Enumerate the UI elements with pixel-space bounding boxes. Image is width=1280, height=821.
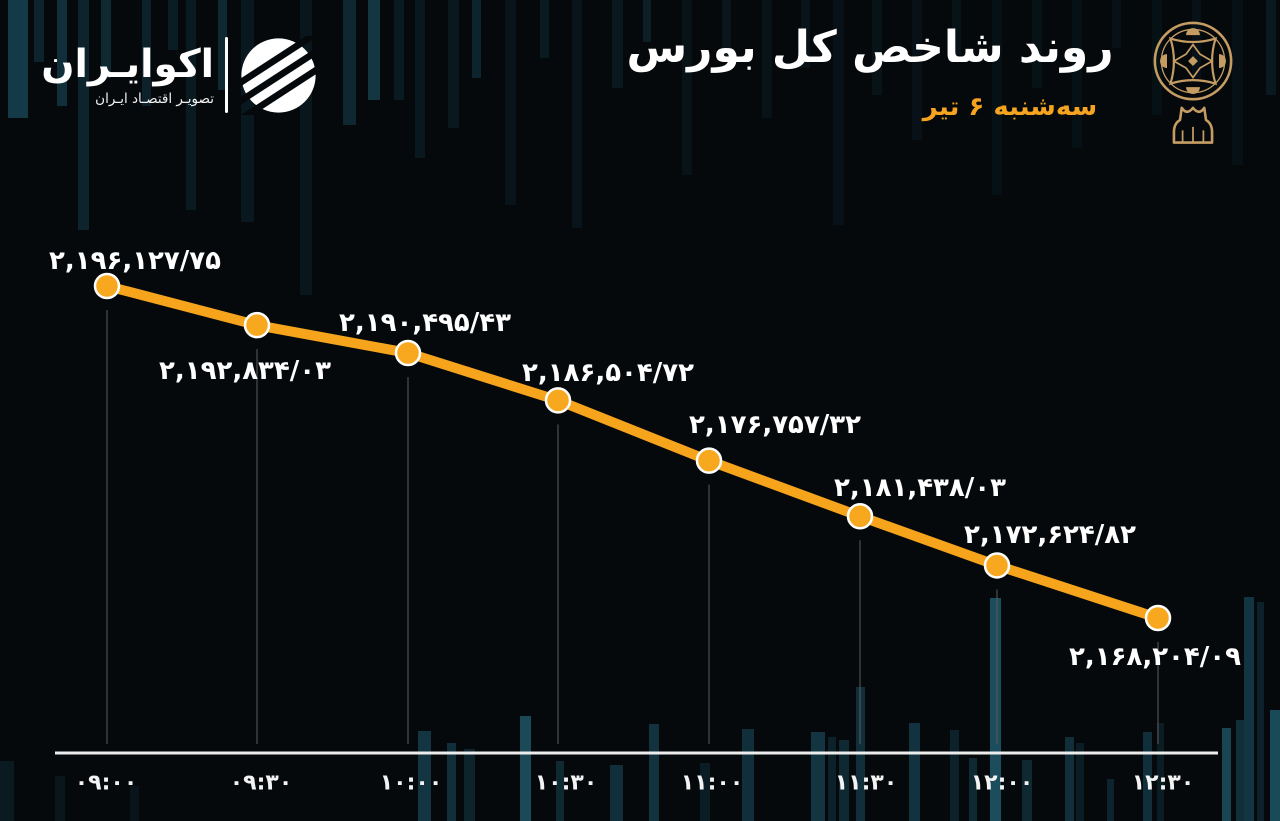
bg-bar — [1032, 0, 1042, 88]
bg-bar — [682, 0, 692, 175]
bg-bar — [801, 0, 810, 68]
bg-bar — [1270, 710, 1280, 821]
bg-bar — [839, 740, 849, 821]
data-point — [695, 447, 723, 474]
data-point — [243, 311, 271, 339]
bg-bar — [0, 761, 14, 821]
bg-bar — [368, 0, 380, 100]
bg-bar — [1236, 720, 1244, 821]
bg-bar — [1143, 732, 1152, 821]
data-point-label: ۲,۱۸۶,۵۰۴/۷۲ — [521, 358, 695, 389]
bg-bar — [912, 0, 922, 140]
bg-bar — [1076, 743, 1084, 821]
bg-bar — [57, 0, 67, 106]
bg-bar — [1157, 723, 1164, 821]
data-point — [983, 552, 1011, 579]
bg-bar — [909, 723, 920, 821]
bg-bar — [610, 765, 623, 821]
bg-bar — [833, 0, 844, 225]
data-point-label: ۲,۱۹۶,۱۲۷/۷۵ — [48, 246, 222, 276]
bg-bar — [872, 0, 882, 95]
bg-bar — [1107, 779, 1114, 821]
bg-bar — [612, 0, 623, 88]
bg-bar — [643, 0, 651, 42]
bg-bar — [343, 0, 356, 125]
bg-bar — [1222, 728, 1231, 821]
x-tick-label: ۰۹:۳۰ — [229, 770, 293, 796]
bg-bar — [1072, 0, 1082, 148]
bg-bar — [762, 0, 772, 118]
bg-bar — [394, 0, 404, 100]
x-tick-label: ۱۱:۳۰ — [834, 770, 898, 796]
bg-bar — [415, 0, 425, 158]
bg-bar — [472, 0, 481, 78]
data-point — [394, 339, 422, 367]
bg-bar — [78, 0, 89, 230]
bg-bar — [722, 0, 731, 58]
bg-bar — [950, 730, 959, 821]
bg-bar — [130, 786, 139, 821]
bg-bar — [1065, 737, 1074, 821]
bg-bar — [992, 0, 1002, 195]
x-tick-label: ۱۱:۰۰ — [680, 770, 744, 796]
bg-bar — [990, 598, 1001, 821]
bg-bar — [1022, 760, 1032, 821]
bg-bar — [556, 761, 564, 821]
bg-bar — [505, 0, 516, 205]
data-point-label: ۲,۱۷۶,۷۵۷/۳۲ — [688, 409, 862, 440]
data-point-label: ۲,۱۹۰,۴۹۵/۴۳ — [338, 307, 512, 338]
bg-bar — [1266, 0, 1276, 95]
bg-bar — [952, 0, 961, 55]
data-point-label: ۲,۱۸۱,۴۳۸/۰۳ — [833, 473, 1007, 504]
x-tick-label: ۱۲:۳۰ — [1131, 770, 1195, 796]
x-tick-label: ۱۰:۰۰ — [379, 770, 443, 796]
x-tick-label: ۰۹:۰۰ — [74, 770, 138, 796]
bg-bar — [34, 0, 44, 62]
bg-bar — [218, 0, 227, 90]
bg-bar — [969, 758, 977, 821]
bg-bar — [101, 0, 111, 78]
bg-bar — [1112, 0, 1121, 48]
bg-bar — [572, 0, 582, 228]
data-point-label: ۲,۱۷۲,۶۲۴/۸۲ — [963, 520, 1137, 551]
data-point — [1144, 604, 1172, 632]
bg-bar — [649, 724, 659, 821]
bg-bar — [186, 0, 196, 210]
data-point — [93, 272, 121, 300]
bg-bar — [142, 0, 151, 106]
x-tick-label: ۱۲:۰۰ — [970, 770, 1034, 796]
bg-bar — [8, 0, 28, 118]
bg-bar — [55, 776, 65, 821]
bg-bar — [540, 0, 549, 58]
data-point-label: ۲,۱۹۲,۸۳۴/۰۳ — [158, 356, 332, 387]
bg-bar — [1232, 0, 1243, 165]
bg-bar — [1244, 597, 1254, 821]
trend-line — [102, 281, 1163, 623]
bg-bar — [700, 763, 710, 821]
bg-bar — [1257, 602, 1264, 821]
bg-bar — [520, 716, 531, 821]
bg-bar — [168, 0, 178, 50]
data-point — [846, 503, 874, 530]
bg-bar — [464, 749, 475, 821]
data-point-label: ۲,۱۶۸,۲۰۴/۰۹ — [1068, 642, 1242, 672]
bg-bar — [828, 737, 836, 821]
bg-bar — [447, 743, 456, 821]
x-tick-label: ۱۰:۳۰ — [534, 770, 598, 796]
bg-bar — [448, 0, 459, 128]
data-point — [544, 387, 572, 414]
